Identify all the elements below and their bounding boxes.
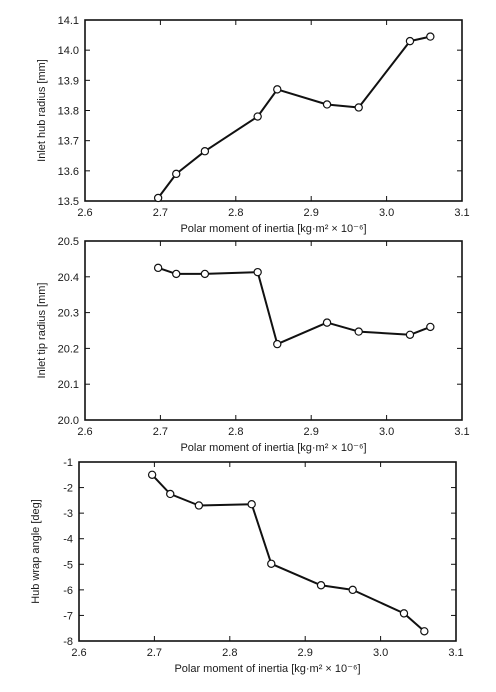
chart-2-x-tick-label: 3.1: [454, 426, 469, 438]
chart-3-y-tick-label: -6: [63, 585, 73, 597]
chart-2-x-tick-label: 2.6: [77, 426, 92, 438]
chart-1-y-tick-label: 13.6: [58, 166, 79, 178]
chart-2-plot-frame: [84, 240, 463, 421]
chart-3-data-point: [348, 585, 357, 595]
chart-2-x-tick-label: 3.0: [379, 426, 394, 438]
chart-1-data-point: [153, 193, 163, 203]
chart-1-y-axis-label: Inlet hub radius [mm]: [36, 59, 48, 162]
chart-2-y-tick-label: 20.0: [58, 415, 79, 427]
chart-1-y-tick-label: 13.9: [58, 75, 79, 87]
chart-2-y-tick-label: 20.5: [58, 236, 79, 248]
chart-2-x-tick-label: 2.9: [304, 426, 319, 438]
chart-3-y-tick-label: -2: [63, 483, 73, 495]
chart-1-x-tick-label: 2.7: [153, 207, 168, 219]
chart-3-x-tick-label: 2.6: [71, 647, 86, 659]
chart-2-x-tick-label: 2.8: [228, 426, 243, 438]
chart-1-y-tick-label: 13.5: [58, 196, 79, 208]
chart-2-data-point: [426, 322, 435, 332]
chart-3-y-tick-label: -3: [63, 508, 73, 520]
chart-2-x-tick-label: 2.7: [153, 426, 168, 438]
chart-1-x-tick-label: 2.6: [77, 207, 92, 219]
chart-3-x-tick-label: 2.9: [298, 647, 313, 659]
chart-2-series-line: [157, 266, 431, 346]
chart-3-series-line: [151, 474, 425, 633]
chart-3-data-point: [420, 627, 429, 636]
chart-2-y-tick-label: 20.3: [58, 308, 79, 320]
chart-3-data-point: [316, 581, 326, 590]
chart-1-data-point: [426, 32, 435, 41]
chart-1-y-tick-label: 13.7: [58, 136, 79, 148]
chart-3-data-point: [267, 559, 276, 568]
chart-2-data-point: [354, 327, 363, 336]
chart-1-data-point: [273, 85, 282, 94]
chart-2-data-point: [172, 269, 181, 279]
chart-3-y-tick-label: -7: [63, 610, 73, 622]
chart-1-data-point: [354, 103, 363, 112]
chart-2-y-tick-label: 20.1: [58, 379, 79, 391]
chart-1-data-point: [405, 36, 415, 46]
chart-3-data-point: [147, 470, 157, 479]
chart-1-x-tick-label: 2.8: [228, 207, 243, 219]
chart-2-y-tick-label: 20.4: [58, 272, 79, 284]
chart-3-x-tick-label: 3.1: [448, 647, 463, 659]
chart-3-y-axis-label: Hub wrap angle [deg]: [30, 499, 42, 604]
chart-1-data-point: [253, 112, 262, 121]
chart-3-data-point: [166, 489, 175, 499]
chart-1-x-axis-label: Polar moment of inertia [kg·m² × 10⁻⁶]: [180, 223, 366, 235]
chart-3-x-tick-label: 2.7: [147, 647, 162, 659]
chart-1-y-tick-label: 13.8: [58, 106, 79, 118]
chart-2-data-point: [273, 339, 282, 349]
chart-1-data-point: [322, 100, 332, 109]
chart-3-x-tick-label: 3.0: [373, 647, 388, 659]
chart-2-y-tick-label: 20.2: [58, 343, 79, 355]
chart-2-data-point: [405, 330, 415, 339]
chart-3-data-point: [194, 501, 204, 510]
chart-1-x-tick-label: 3.1: [454, 207, 469, 219]
chart-1-data-point: [172, 169, 181, 179]
chart-2-data-point: [322, 318, 332, 327]
chart-3-plot-frame: [78, 461, 457, 642]
chart-3-y-tick-label: -5: [63, 559, 73, 571]
chart-2-data-point: [200, 269, 210, 279]
chart-2-x-axis-label: Polar moment of inertia [kg·m² × 10⁻⁶]: [180, 442, 366, 454]
chart-3-y-tick-label: -8: [63, 636, 73, 648]
chart-3-data-point: [399, 609, 409, 618]
chart-1-x-tick-label: 3.0: [379, 207, 394, 219]
chart-1-y-tick-label: 14.1: [58, 15, 79, 27]
chart-3-y-tick-label: -1: [63, 457, 73, 469]
chart-3-x-tick-label: 2.8: [222, 647, 237, 659]
chart-1-x-tick-label: 2.9: [304, 207, 319, 219]
chart-3-x-axis-label: Polar moment of inertia [kg·m² × 10⁻⁶]: [174, 663, 360, 675]
chart-2-data-point: [253, 267, 262, 277]
chart-1-series-line: [157, 35, 431, 199]
chart-3-data-point: [247, 499, 256, 509]
chart-1-y-tick-label: 14.0: [58, 45, 79, 57]
chart-3-y-tick-label: -4: [63, 534, 73, 546]
chart-2-data-point: [153, 263, 163, 273]
chart-2-y-axis-label: Inlet tip radius [mm]: [36, 283, 48, 379]
chart-1-data-point: [200, 147, 210, 156]
